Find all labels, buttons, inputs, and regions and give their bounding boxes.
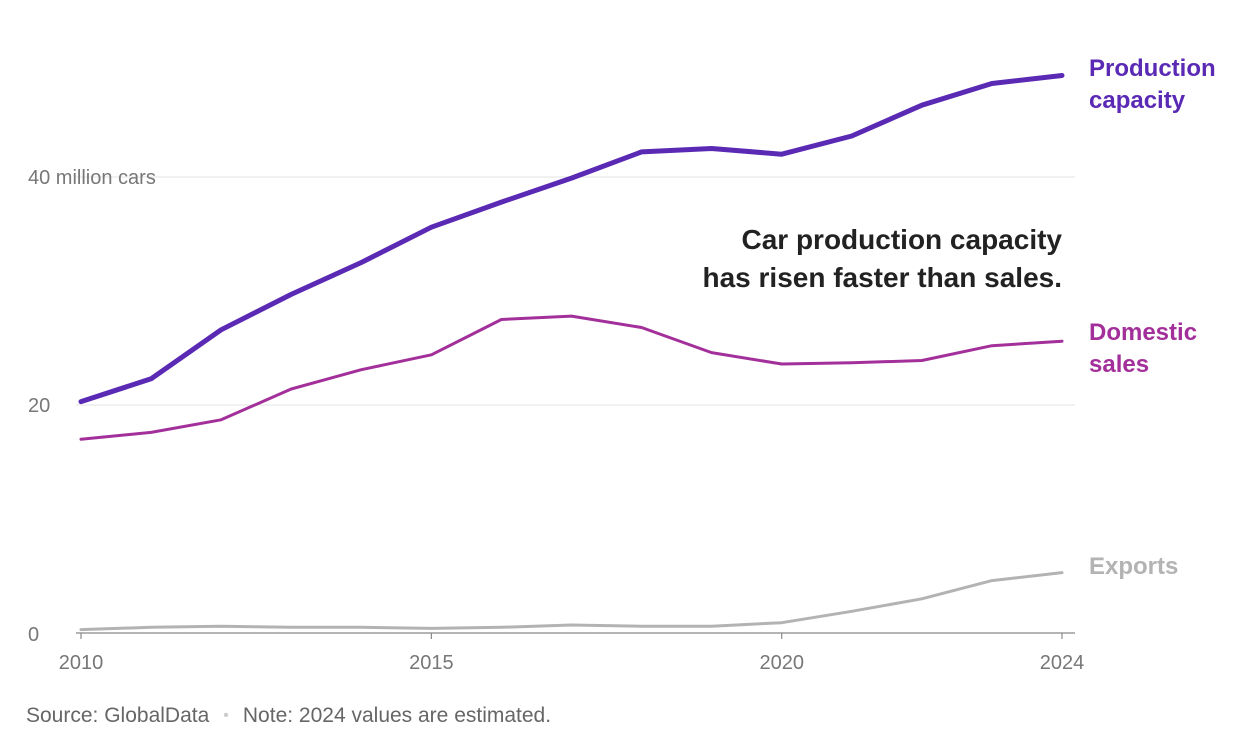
series-label-domestic-sales-line-1: Domestic	[1089, 319, 1197, 346]
x-tick-label-2015: 2015	[409, 652, 454, 674]
x-tick-label-2024: 2024	[1040, 652, 1085, 674]
y-tick-label-40: 40 million cars	[28, 167, 156, 189]
series-label-exports-line-1: Exports	[1089, 553, 1178, 580]
x-axis: 2010 2015 2020 2024	[59, 632, 1085, 674]
x-tick-label-2020: 2020	[759, 652, 804, 674]
series-label-production-capacity-line-1: Production	[1089, 55, 1216, 82]
series-lines	[78, 73, 1065, 632]
x-tick-label-2010: 2010	[59, 652, 104, 674]
annotation: Car production capacity has risen faster …	[702, 224, 1062, 293]
estimate-note: Note: 2024 values are estimated.	[242, 704, 552, 727]
series-line-production-capacity	[78, 73, 1065, 405]
y-tick-label-0: 0	[28, 624, 39, 646]
series-label-production-capacity-line-2: capacity	[1089, 87, 1186, 114]
annotation-line-1: Car production capacity	[741, 224, 1062, 255]
separator-dot: •	[223, 707, 229, 724]
series-line-exports	[79, 571, 1064, 632]
series-label-domestic-sales-line-2: sales	[1089, 351, 1149, 378]
annotation-line-2: has risen faster than sales.	[702, 262, 1062, 293]
y-tick-label-20: 20	[28, 395, 50, 417]
source-note: Source: GlobalData	[26, 704, 210, 727]
gridlines: 0 20 40 million cars	[28, 167, 1075, 646]
chart-footer: Source: GlobalData • Note: 2024 values are…	[26, 704, 551, 728]
series-line-domestic-sales	[79, 314, 1064, 441]
series-labels: Production capacity Domestic sales Exports	[1089, 55, 1216, 580]
